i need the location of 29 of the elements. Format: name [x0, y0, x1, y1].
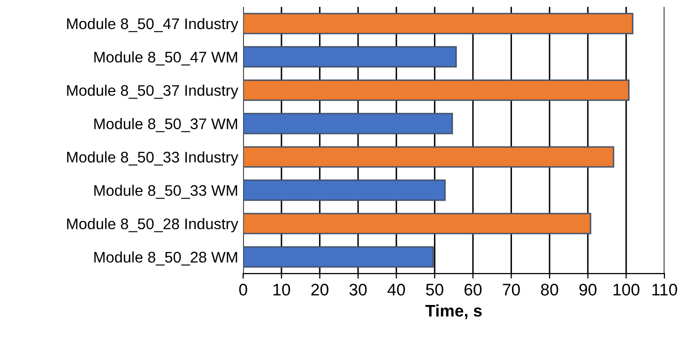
x-tick-label: 50	[426, 284, 444, 296]
x-tick-label: 0	[239, 284, 248, 296]
x-tick-label: 90	[579, 284, 596, 296]
bar	[243, 146, 614, 168]
x-tick-label: 30	[349, 284, 367, 296]
x-tick-label: 80	[541, 284, 558, 296]
x-tick-label: 60	[464, 284, 482, 296]
bar	[243, 46, 457, 68]
y-tick-label: Module 8_50_37 WM	[94, 118, 238, 132]
x-tick-label: 110	[652, 284, 678, 296]
bar	[243, 80, 630, 101]
y-tick-label: Module 8_50_37 Industry	[67, 84, 238, 99]
x-tick-label: 10	[273, 284, 290, 296]
y-tick-label: Module 8_50_47 WM	[94, 51, 238, 66]
bar	[243, 180, 446, 201]
bar	[243, 12, 634, 34]
y-tick-label: Module 8_50_47 Industry	[67, 18, 238, 32]
x-tick-label: 100	[614, 284, 640, 296]
bar	[243, 212, 592, 234]
x-tick-label: 20	[311, 284, 328, 296]
x-axis-title: Time, s	[425, 304, 482, 320]
x-tick-label: 70	[502, 284, 520, 296]
y-tick-label: Module 8_50_33 WM	[94, 184, 238, 199]
y-tick-label: Module 8_50_33 Industry	[67, 151, 238, 166]
bar	[243, 112, 453, 134]
y-tick-label: Module 8_50_28 WM	[94, 251, 238, 266]
x-tick-label: 40	[387, 284, 405, 296]
bar	[243, 246, 434, 268]
y-tick-label: Module 8_50_28 Industry	[67, 218, 238, 232]
